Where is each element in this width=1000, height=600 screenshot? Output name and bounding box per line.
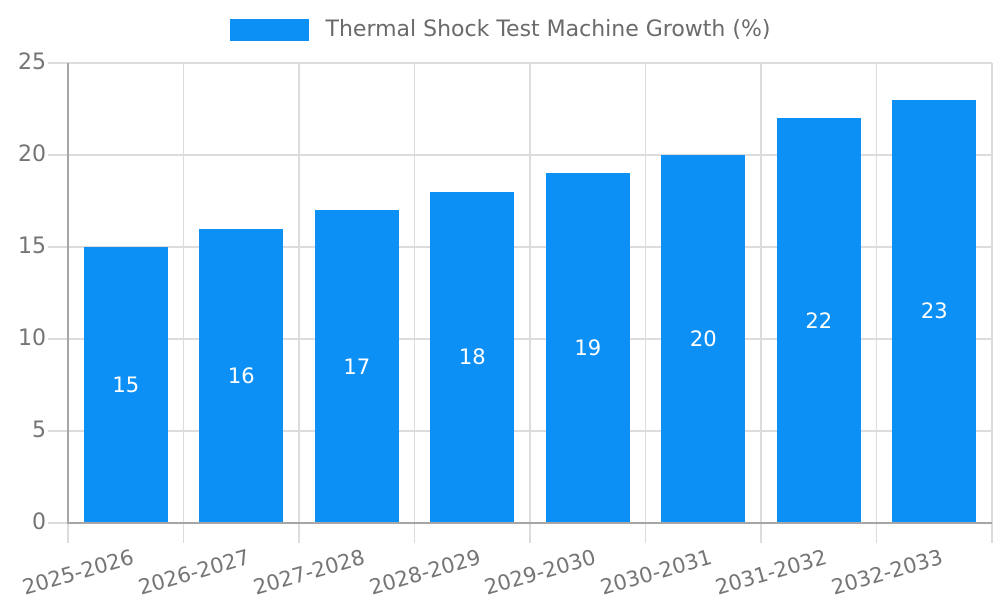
y-axis-tick-label: 0: [32, 510, 46, 535]
y-gridline: [48, 154, 992, 156]
y-gridline: [48, 246, 992, 248]
y-gridline: [48, 338, 992, 340]
y-gridline: [48, 62, 992, 64]
bar-2029-2030[interactable]: [545, 173, 630, 523]
bar-2030-2031[interactable]: [661, 155, 746, 523]
bar-2032-2033[interactable]: [892, 99, 977, 523]
bar-2028-2029[interactable]: [430, 191, 515, 523]
bar-value-label: 17: [343, 354, 371, 379]
y-gridline: [48, 430, 992, 432]
x-axis-tick-label: 2029-2030: [481, 544, 599, 600]
x-axis-tick-label: 2026-2027: [135, 544, 253, 600]
x-axis-tick-label: 2031-2032: [712, 544, 830, 600]
x-axis-tick-label: 2025-2026: [19, 544, 137, 600]
bar-value-label: 22: [805, 308, 833, 333]
x-gridline: [760, 63, 762, 543]
y-axis-tick-label: 5: [32, 418, 46, 443]
bar-2027-2028[interactable]: [314, 210, 399, 523]
x-gridline: [182, 63, 185, 543]
y-axis-line: [67, 63, 69, 523]
legend-swatch-icon[interactable]: [229, 18, 309, 41]
y-axis-tick-label: 25: [18, 50, 46, 75]
x-gridline: [644, 63, 647, 543]
x-axis-line: [67, 522, 992, 524]
x-gridline: [991, 63, 993, 543]
bar-2026-2027[interactable]: [199, 228, 284, 523]
x-axis-tick-label: 2028-2029: [366, 544, 484, 600]
bar-value-label: 15: [112, 373, 140, 397]
legend: Thermal Shock Test Machine Growth (%): [0, 17, 1000, 42]
bar-value-label: 20: [689, 327, 717, 351]
bar-2025-2026[interactable]: [83, 247, 168, 523]
x-gridline: [298, 63, 300, 543]
y-axis-tick-label: 20: [18, 142, 46, 167]
x-gridline: [529, 63, 531, 543]
legend-series-label[interactable]: Thermal Shock Test Machine Growth (%): [325, 17, 771, 42]
x-gridline: [875, 63, 878, 543]
x-axis-tick-label: 2027-2028: [250, 544, 368, 600]
x-gridline: [413, 63, 416, 543]
y-axis-tick-label: 15: [18, 234, 46, 259]
bar-value-label: 19: [574, 336, 602, 361]
x-axis-tick-label: 2030-2031: [597, 544, 715, 600]
bar-value-label: 16: [227, 363, 255, 388]
y-axis-tick-label: 10: [18, 326, 46, 351]
x-axis-tick-label: 2032-2033: [828, 544, 946, 600]
bar-value-label: 23: [920, 299, 948, 324]
bar-2031-2032[interactable]: [776, 118, 861, 523]
bar-value-label: 18: [458, 345, 486, 370]
